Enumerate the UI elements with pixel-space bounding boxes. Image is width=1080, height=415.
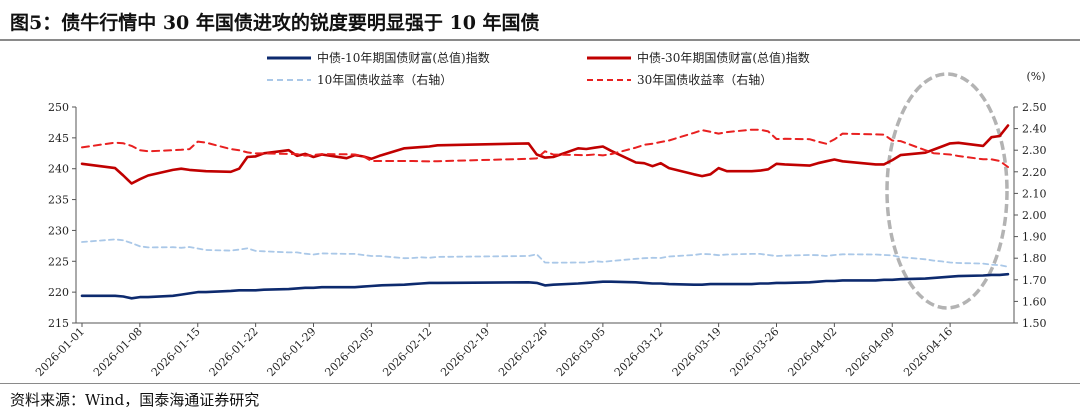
y-tick-label-left: 240	[48, 163, 69, 176]
x-tick-label: 2026-03-26	[728, 325, 782, 379]
title-divider	[0, 39, 1080, 41]
x-tick-label: 2026-03-05	[554, 325, 608, 379]
y-tick-label-right: 1.90	[1022, 231, 1047, 244]
source-divider	[0, 383, 1080, 384]
y-tick-label-right: 1.60	[1022, 295, 1047, 308]
x-tick-label: 2026-01-29	[265, 325, 319, 379]
legend-label-2: 中债-30年期国债财富(总值)指数	[637, 50, 810, 65]
legend-label-4: 30年国债收益率（右轴）	[637, 72, 772, 87]
x-tick-label: 2026-02-26	[496, 325, 550, 379]
y-tick-label-left: 235	[48, 194, 69, 207]
x-tick-label: 2026-03-19	[670, 325, 724, 379]
x-tick-label: 2026-04-16	[901, 325, 955, 379]
y-tick-label-left: 215	[48, 317, 69, 330]
y-tick-label-left: 245	[48, 132, 69, 145]
y-tick-label-left: 230	[48, 224, 69, 237]
x-tick-label: 2026-02-19	[438, 325, 492, 379]
highlight-ellipse	[885, 72, 1009, 310]
legend: 中债-10年期国债财富(总值)指数 中债-30年期国债财富(总值)指数 10年国债收…	[267, 50, 810, 87]
x-tick-label: 2026-01-22	[207, 325, 261, 379]
x-tick-label: 2026-04-09	[843, 325, 897, 379]
legend-label-3: 10年国债收益率（右轴）	[317, 72, 452, 87]
annotation-layer	[885, 72, 1009, 310]
y-tick-label-right: 2.30	[1022, 144, 1047, 157]
x-tick-label: 2026-01-15	[149, 325, 203, 379]
series-line-1	[80, 272, 1010, 300]
y-tick-label-right: 2.20	[1022, 166, 1047, 179]
axes-layer: 215 220 225 230 235 240 245 250 1.50 1.60 1.70 1.80…	[33, 70, 1046, 379]
y-tick-label-left: 225	[48, 255, 69, 268]
x-tick-label: 2026-01-08	[91, 325, 145, 379]
right-axis-unit: (%)	[1026, 70, 1045, 83]
x-tick-label: 2026-02-12	[380, 325, 434, 379]
x-tick-label: 2026-02-05	[322, 325, 376, 379]
y-tick-label-right: 2.40	[1022, 123, 1047, 136]
y-tick-label-right: 2.10	[1022, 187, 1047, 200]
y-tick-label-left: 220	[48, 286, 69, 299]
series-line-2	[80, 124, 1010, 185]
y-tick-label-right: 2.50	[1022, 101, 1047, 114]
y-tick-label-right: 2.00	[1022, 209, 1047, 222]
legend-label-1: 中债-10年期国债财富(总值)指数	[317, 50, 490, 65]
y-tick-label-right: 1.50	[1022, 317, 1047, 330]
x-tick-label: 2026-01-01	[33, 325, 87, 379]
x-tick-label: 2026-03-12	[612, 325, 666, 379]
figure-title: 图5：债牛行情中 30 年国债进攻的锐度要明显强于 10 年国债	[10, 12, 540, 34]
y-tick-label-left: 250	[48, 101, 69, 114]
y-tick-label-right: 1.80	[1022, 252, 1047, 265]
y-tick-label-right: 1.70	[1022, 274, 1047, 287]
series-line-4	[81, 128, 1009, 168]
series-layer	[80, 124, 1010, 300]
series-line-3	[81, 238, 1009, 268]
x-tick-label: 2026-04-02	[785, 325, 839, 379]
source-note: 资料来源：Wind，国泰海通证券研究	[10, 391, 260, 409]
